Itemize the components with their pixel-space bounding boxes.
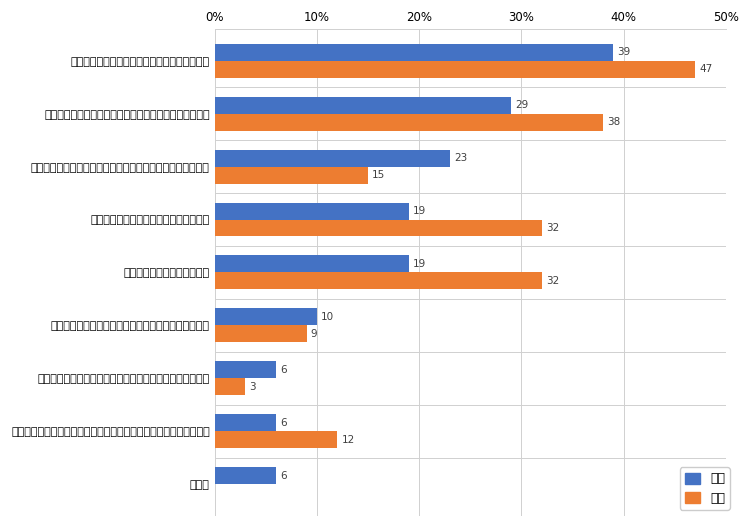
Bar [214, 378, 245, 395]
Bar [214, 150, 450, 167]
Text: 9: 9 [310, 329, 317, 339]
Text: 10: 10 [321, 312, 334, 322]
Bar [214, 362, 276, 378]
Text: 38: 38 [608, 117, 620, 127]
Bar [214, 414, 276, 431]
Bar [214, 272, 542, 289]
Bar [214, 308, 317, 325]
Bar [214, 467, 276, 484]
Text: 12: 12 [341, 435, 355, 445]
Text: 32: 32 [546, 223, 560, 233]
Bar [214, 256, 409, 272]
Bar [214, 220, 542, 237]
Bar [214, 167, 368, 183]
Text: 19: 19 [413, 259, 426, 269]
Text: 29: 29 [515, 100, 529, 110]
Legend: 文系, 理系: 文系, 理系 [680, 467, 730, 510]
Bar [214, 61, 695, 77]
Bar [214, 325, 307, 343]
Bar [214, 114, 603, 131]
Bar [214, 202, 409, 220]
Text: 15: 15 [372, 170, 386, 180]
Text: 19: 19 [413, 206, 426, 216]
Bar [214, 97, 512, 114]
Text: 6: 6 [280, 365, 286, 375]
Text: 47: 47 [699, 64, 712, 74]
Bar [214, 431, 338, 448]
Text: 3: 3 [250, 382, 256, 392]
Bar [214, 44, 614, 61]
Text: 23: 23 [454, 153, 467, 163]
Text: 32: 32 [546, 276, 560, 286]
Text: 39: 39 [617, 47, 631, 57]
Text: 6: 6 [280, 418, 286, 428]
Text: 6: 6 [280, 471, 286, 481]
